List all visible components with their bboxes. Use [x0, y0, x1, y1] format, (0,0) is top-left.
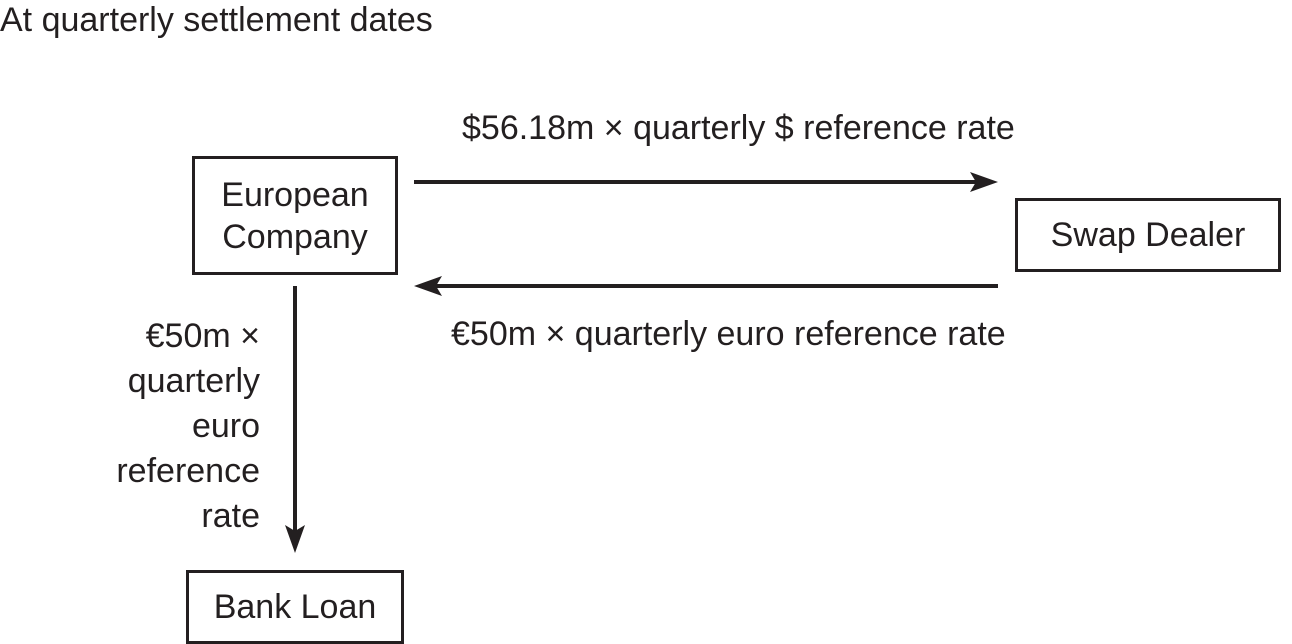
edge-label-company-to-bank-line: euro: [191, 407, 260, 445]
arrow-company-to-dealer: [414, 172, 998, 192]
edge-label-company-to-bank-line: €50m ×: [145, 317, 260, 355]
node-swap-dealer: Swap Dealer: [1015, 198, 1281, 272]
node-bank-loan-label: Bank Loan: [213, 588, 377, 626]
node-swap-dealer-label: Swap Dealer: [1050, 216, 1246, 254]
node-european-company-line2: Company: [222, 217, 368, 256]
node-european-company: European Company: [192, 156, 398, 275]
node-european-company-line1: European: [221, 175, 369, 214]
edge-label-company-to-bank-line: reference: [116, 452, 260, 490]
arrow-dealer-to-company: [414, 276, 998, 296]
edge-label-company-to-bank-line: rate: [201, 497, 260, 535]
edge-label-company-to-bank-line: quarterly: [127, 362, 260, 400]
edge-label-dealer-to-company: €50m × quarterly euro reference rate: [451, 315, 1006, 353]
node-bank-loan: Bank Loan: [186, 570, 404, 644]
edge-label-company-to-dealer: $56.18m × quarterly $ reference rate: [462, 109, 1015, 147]
diagram-title: At quarterly settlement dates: [0, 1, 433, 39]
arrow-company-to-bank: [285, 286, 305, 553]
edge-label-company-to-bank: €50m × quarterly euro reference rate: [116, 314, 260, 539]
